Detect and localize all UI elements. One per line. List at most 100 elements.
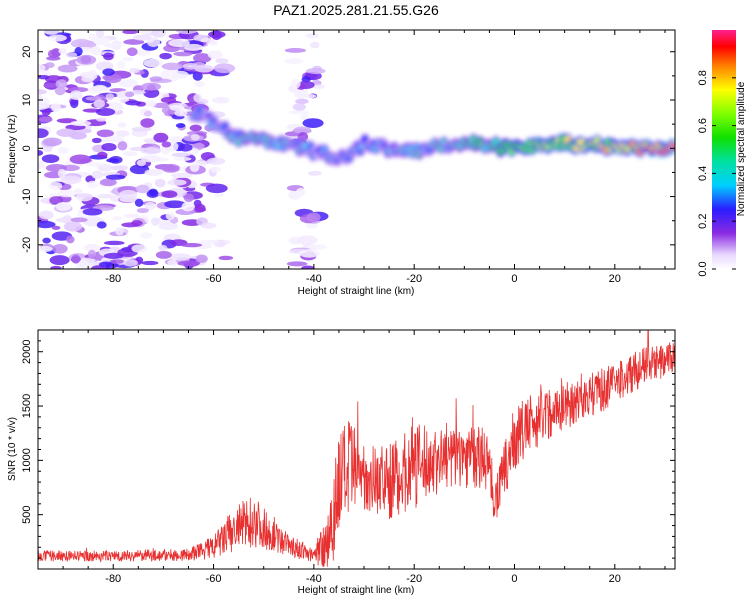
noise-blob — [87, 180, 98, 189]
noise-blob — [115, 227, 124, 236]
noise-blob — [169, 104, 185, 111]
colorbar-tick-label: 0.0 — [697, 261, 709, 276]
noise-blob — [284, 58, 304, 65]
noise-blob — [167, 179, 187, 186]
noise-blob — [140, 147, 161, 155]
y-tick-label: -20 — [21, 237, 33, 253]
noise-blob — [91, 170, 103, 179]
noise-blob — [70, 217, 88, 223]
noise-blob — [148, 188, 158, 197]
noise-blob — [173, 156, 192, 161]
noise-blob — [194, 203, 206, 213]
noise-blob — [160, 96, 177, 104]
noise-blob — [300, 114, 310, 121]
noise-blob — [103, 240, 125, 246]
spectrogram-y-axis-title: Frequency (Hz) — [7, 115, 18, 184]
noise-blob — [151, 30, 167, 38]
noise-blob — [171, 152, 191, 158]
noise-blob — [124, 91, 135, 98]
noise-blob — [38, 210, 54, 220]
signal-ridge — [188, 103, 675, 167]
noise-blob — [95, 61, 114, 71]
noise-blob — [288, 110, 310, 115]
noise-blob — [103, 136, 125, 143]
noise-blob — [146, 37, 161, 48]
noise-blob — [214, 193, 224, 198]
noise-blob — [298, 249, 320, 258]
noise-blob — [193, 93, 202, 103]
noise-blob — [310, 41, 320, 49]
noise-blob — [38, 101, 50, 111]
noise-blob — [149, 76, 163, 82]
noise-blob — [96, 151, 108, 159]
noise-blob — [98, 261, 114, 268]
noise-blob — [123, 151, 138, 157]
noise-blob — [296, 235, 318, 246]
noise-blob — [102, 68, 115, 76]
noise-blob — [38, 149, 44, 156]
noise-blob — [48, 182, 63, 190]
noise-blob — [201, 222, 217, 229]
noise-blob — [153, 132, 169, 143]
y-tick-label: 1500 — [21, 394, 33, 418]
noise-blob — [93, 99, 105, 109]
noise-blob — [95, 107, 116, 116]
noise-blob — [122, 30, 139, 35]
noise-blob — [161, 62, 183, 71]
noise-blob — [155, 250, 172, 259]
noise-blob — [46, 56, 61, 61]
noise-blob — [184, 43, 204, 51]
y-tick-label: 1000 — [21, 448, 33, 472]
noise-blob — [38, 161, 45, 170]
noise-blob — [57, 189, 77, 198]
noise-blob — [93, 36, 110, 46]
noise-blob — [117, 141, 128, 151]
noise-blob — [182, 63, 199, 70]
noise-blob — [104, 73, 122, 84]
noise-blob — [38, 64, 46, 72]
noise-blob — [143, 100, 157, 108]
noise-blob — [189, 162, 200, 173]
noise-blob — [104, 42, 123, 49]
noise-blob — [154, 178, 166, 188]
noise-blob — [195, 254, 208, 263]
noise-blob — [178, 143, 193, 152]
noise-blob — [194, 80, 205, 88]
noise-blob — [57, 168, 67, 178]
noise-blob — [210, 166, 222, 173]
noise-blob — [132, 34, 152, 41]
noise-blob — [144, 201, 156, 210]
noise-blob — [66, 235, 75, 244]
noise-blob — [169, 253, 192, 261]
noise-blob — [65, 52, 78, 58]
noise-blob — [174, 109, 188, 117]
noise-blob — [57, 64, 78, 73]
snr-y-ticks: 500 1000 1500 2000 — [21, 329, 675, 559]
noise-blob — [211, 30, 222, 41]
noise-blob — [82, 208, 103, 216]
colorbar-ticks: 0.0 0.2 0.4 0.6 0.8 — [697, 70, 736, 277]
noise-blob — [47, 34, 67, 42]
noise-blob — [136, 159, 147, 167]
noise-blob — [122, 56, 134, 62]
noise-blob — [160, 69, 171, 79]
spectrogram-x-ticks: -80 -60 -40 -20 0 20 — [62, 30, 666, 285]
noise-blob — [47, 49, 59, 59]
noise-blob — [85, 162, 105, 167]
noise-blob — [79, 71, 97, 79]
x-tick-label: -20 — [406, 573, 422, 585]
noise-blob — [117, 122, 127, 128]
noise-blob — [170, 172, 193, 179]
noise-blob — [168, 39, 190, 47]
noise-blob — [161, 141, 172, 148]
colorbar: 0.0 0.2 0.4 0.6 0.8 Normalized spectral ampl… — [697, 30, 747, 277]
noise-blob — [159, 52, 172, 60]
snr-frame — [37, 329, 676, 570]
noise-blob — [55, 217, 76, 223]
noise-blob — [74, 188, 83, 194]
noise-blob — [131, 220, 143, 227]
noise-blob — [99, 178, 117, 187]
noise-blob — [134, 198, 144, 207]
noise-blob — [158, 244, 168, 251]
x-tick-label: -40 — [306, 273, 322, 285]
